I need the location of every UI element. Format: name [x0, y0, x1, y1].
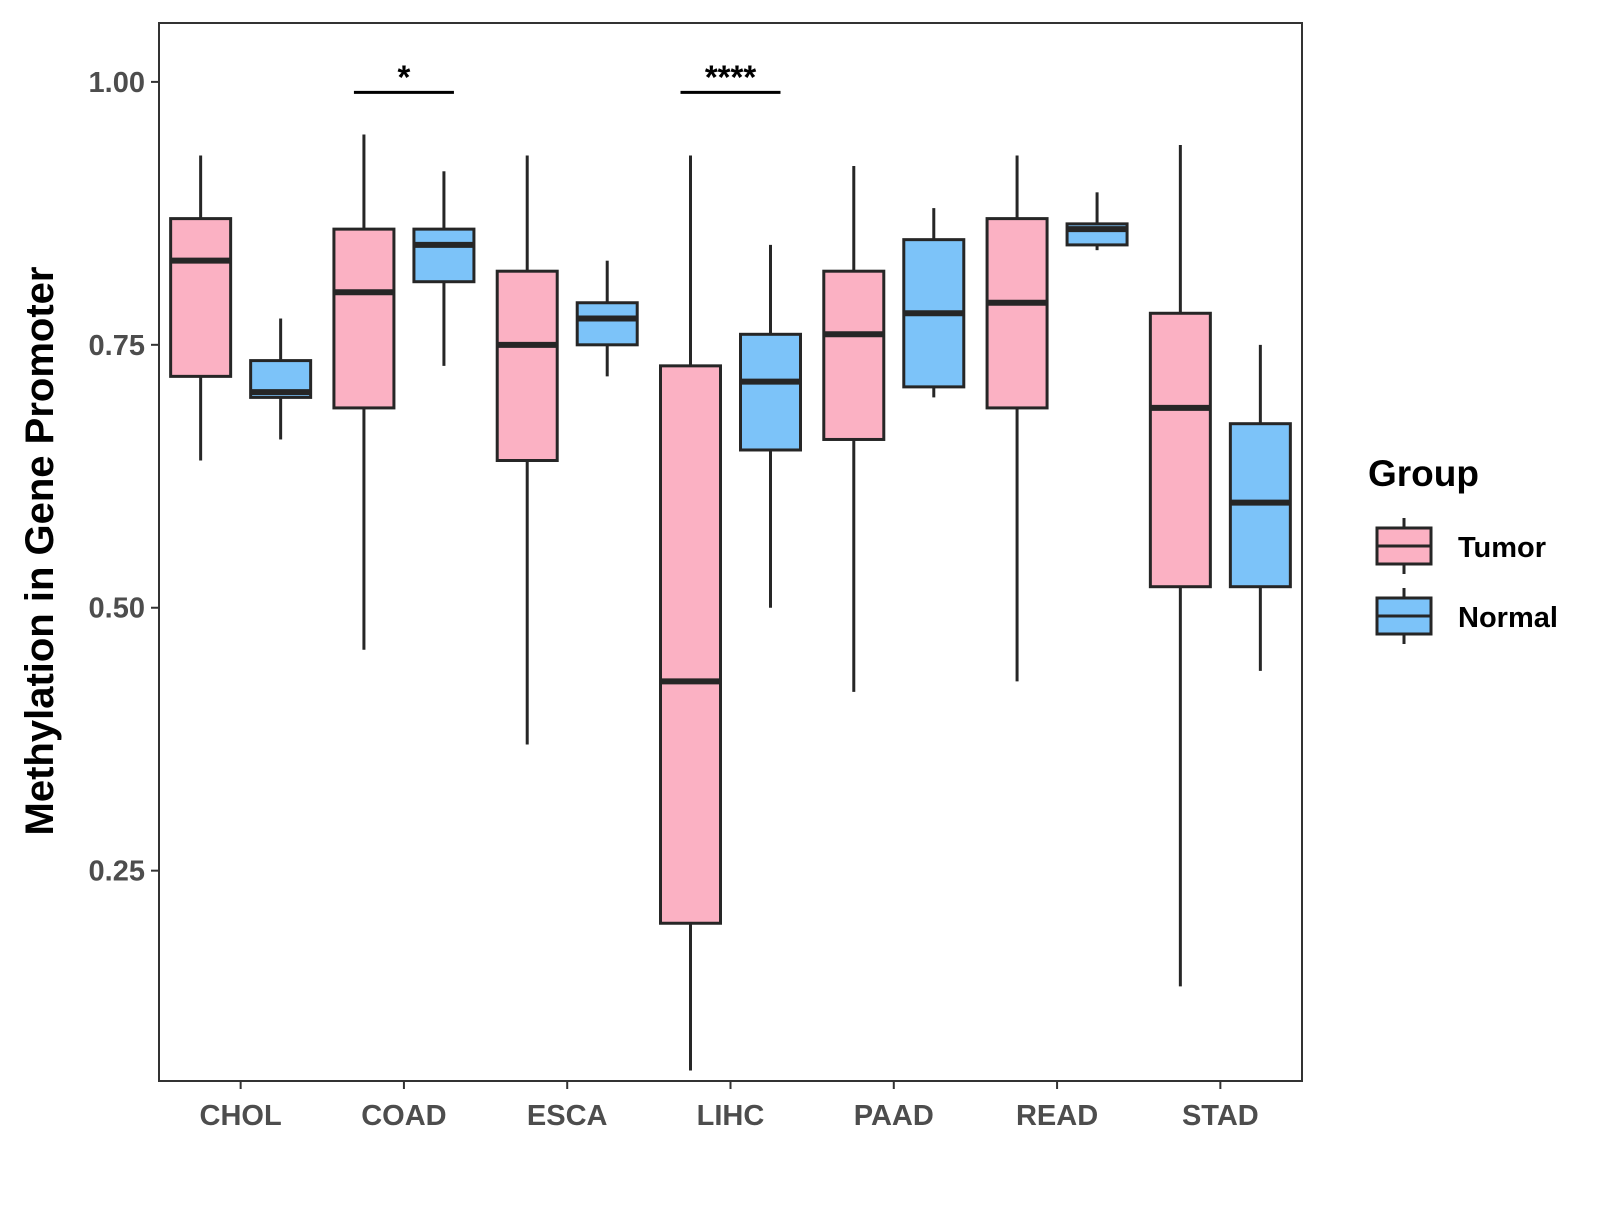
x-tick-label: PAAD	[854, 1100, 934, 1132]
box-body	[822, 269, 886, 441]
box-esca-normal	[575, 260, 639, 377]
box-body	[169, 217, 233, 378]
x-tick-label: LIHC	[697, 1100, 765, 1132]
box-body	[659, 364, 722, 925]
box-body	[412, 227, 476, 284]
legend: Group Tumor Normal	[1368, 453, 1558, 644]
axis-layer: 0.25 0.50 0.75 1.00 CHOL COAD ESCA LIHC PAAD READ…	[89, 67, 1259, 1132]
box-paad-tumor	[822, 166, 886, 692]
box-coad-tumor	[332, 134, 396, 650]
y-tick-label: 1.00	[89, 67, 145, 99]
x-tick-label: STAD	[1182, 1100, 1259, 1132]
box-body	[985, 217, 1049, 410]
box-read-tumor	[985, 155, 1049, 682]
x-tick-label: CHOL	[200, 1100, 282, 1132]
box-read-normal	[1065, 192, 1129, 251]
significance-coad: *	[353, 58, 454, 95]
box-coad-normal	[412, 171, 476, 366]
significance-label: *	[398, 58, 411, 95]
box-body	[495, 269, 559, 463]
significance-lihc: ****	[680, 58, 781, 95]
box-body	[1148, 311, 1212, 589]
x-tick-label: READ	[1016, 1100, 1098, 1132]
box-chol-normal	[249, 318, 313, 440]
box-esca-tumor	[495, 155, 559, 745]
y-tick-label: 0.75	[89, 330, 145, 362]
y-tick-label: 0.25	[89, 856, 145, 888]
legend-entry-normal: Normal	[1375, 588, 1558, 644]
box-body	[739, 332, 802, 452]
box-chol-tumor	[169, 155, 233, 461]
legend-label: Normal	[1458, 602, 1558, 634]
box-body	[332, 227, 396, 410]
box-stad-tumor	[1148, 144, 1212, 987]
y-tick-label: 0.50	[89, 593, 145, 625]
box-lihc-tumor	[659, 155, 722, 1071]
box-lihc-normal	[739, 244, 802, 608]
legend-label: Tumor	[1458, 532, 1546, 564]
box-paad-normal	[902, 208, 966, 398]
significance-label: ****	[705, 58, 757, 95]
x-tick-label: COAD	[361, 1100, 446, 1132]
plot-panel-border	[158, 22, 1303, 1082]
x-tick-label: ESCA	[527, 1100, 608, 1132]
box-stad-normal	[1228, 344, 1292, 671]
y-axis-title: Methylation in Gene Promoter	[18, 267, 62, 836]
legend-title: Group	[1368, 453, 1479, 494]
legend-entry-tumor: Tumor	[1375, 518, 1546, 574]
box-body	[575, 301, 639, 347]
data-layer: * ****	[169, 58, 1292, 1071]
